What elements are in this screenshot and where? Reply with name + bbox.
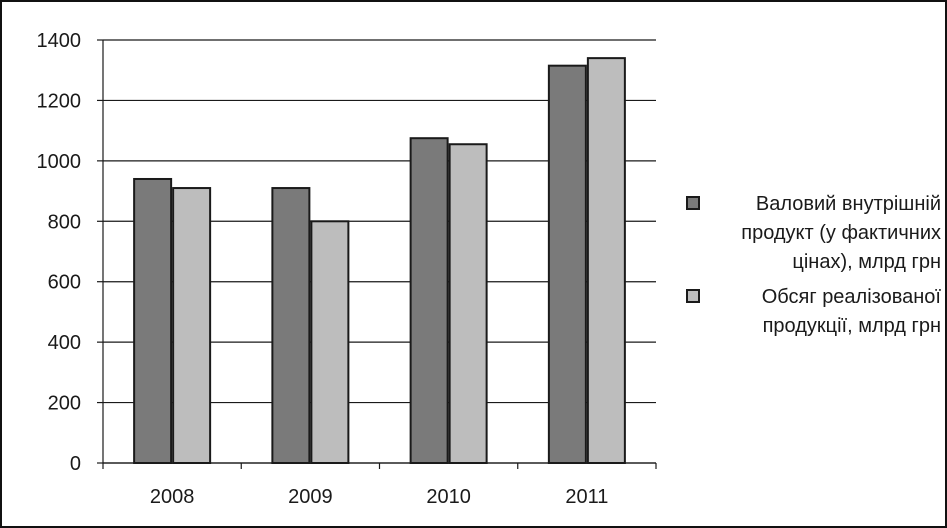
legend-label-gdp: Валовий внутрішній продукт (у фактичних …: [741, 193, 941, 273]
y-tick-label: 1200: [37, 90, 82, 112]
legend-label-sales: Обсяг реалізованої продукції, млрд грн: [761, 286, 941, 337]
y-tick-label: 400: [48, 332, 81, 354]
y-tick-label: 1400: [37, 30, 82, 52]
bar-sales: [448, 143, 488, 464]
chart-legend: Валовий внутрішній продукт (у фактичних …: [686, 190, 941, 347]
y-tick-label: 200: [48, 393, 81, 415]
y-tick-label: 1000: [37, 151, 82, 173]
bar-gdp: [409, 137, 449, 464]
bar-gdp: [133, 177, 173, 464]
bar-sales: [586, 57, 626, 464]
x-tick-label: 2009: [288, 486, 333, 508]
y-tick-label: 600: [48, 272, 81, 294]
x-tick-label: 2008: [150, 486, 195, 508]
legend-swatch-sales: [686, 289, 700, 303]
y-tick-label: 800: [48, 211, 81, 233]
x-tick-label: 2010: [426, 486, 471, 508]
y-tick-label: 0: [70, 453, 81, 475]
legend-swatch-gdp: [686, 196, 700, 210]
bar-sales: [172, 187, 212, 465]
bar-sales: [310, 220, 350, 464]
bar-gdp: [547, 64, 587, 465]
x-tick-label: 2011: [565, 486, 608, 508]
bar-gdp: [271, 187, 311, 465]
legend-item-sales: Обсяг реалізованої продукції, млрд грн: [686, 283, 941, 341]
legend-item-gdp: Валовий внутрішній продукт (у фактичних …: [686, 190, 941, 277]
